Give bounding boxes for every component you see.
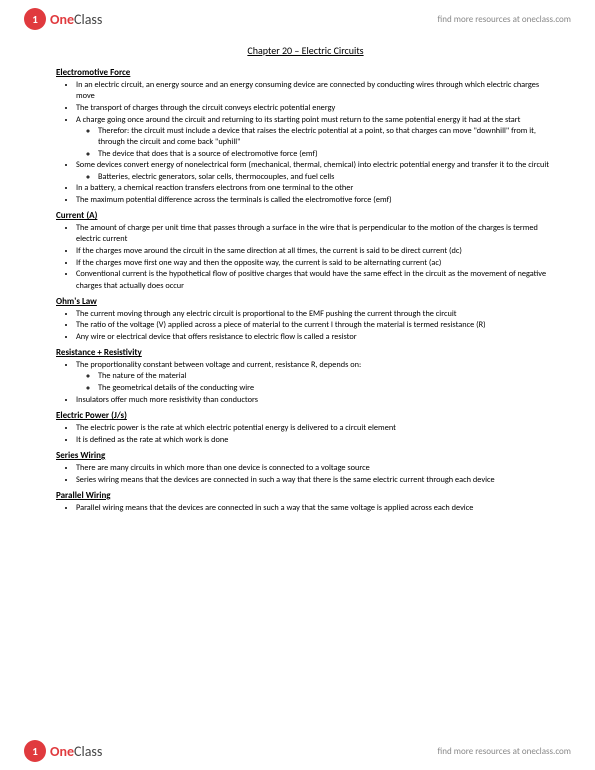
sub-list-item: The device that does that is a source of…: [98, 149, 555, 160]
bullet-list: The current moving through any electric …: [56, 309, 555, 344]
list-item: The proportionality constant between vol…: [76, 360, 555, 394]
list-item: In an electric circuit, an energy source…: [76, 80, 555, 102]
page-title: Chapter 20 – Electric Circuits: [56, 44, 555, 57]
list-item: The transport of charges through the cir…: [76, 103, 555, 114]
bullet-list: The electric power is the rate at which …: [56, 423, 555, 446]
footer-tagline: find more resources at oneclass.com: [438, 746, 571, 757]
list-item: The electric power is the rate at which …: [76, 423, 555, 434]
logo-icon: 1: [24, 740, 46, 762]
logo-class: Class: [74, 743, 102, 760]
section-heading: Current (A): [56, 210, 555, 221]
logo-one: One: [50, 743, 74, 760]
list-item: Any wire or electrical device that offer…: [76, 332, 555, 343]
header-tagline: find more resources at oneclass.com: [438, 14, 571, 25]
logo-icon: 1: [24, 8, 46, 30]
section-heading: Electromotive Force: [56, 67, 555, 78]
sub-list-item: Therefor: the circuit must include a dev…: [98, 126, 555, 148]
section-heading: Resistance + Resistivity: [56, 347, 555, 358]
logo-one: One: [50, 11, 74, 28]
bullet-list: The amount of charge per unit time that …: [56, 223, 555, 292]
list-item: The maximum potential difference across …: [76, 195, 555, 206]
sub-list: The nature of the materialThe geometrica…: [76, 371, 555, 394]
list-item: The amount of charge per unit time that …: [76, 223, 555, 245]
section-heading: Ohm's Law: [56, 296, 555, 307]
sub-list: Batteries, electric generators, solar ce…: [76, 172, 555, 183]
section-heading: Parallel Wiring: [56, 490, 555, 501]
list-item: A charge going once around the circuit a…: [76, 115, 555, 160]
list-item: Series wiring means that the devices are…: [76, 475, 555, 486]
sub-list-item: Batteries, electric generators, solar ce…: [98, 172, 555, 183]
list-item: Some devices convert energy of nonelectr…: [76, 160, 555, 182]
list-item: In a battery, a chemical reaction transf…: [76, 183, 555, 194]
sub-list-item: The nature of the material: [98, 371, 555, 382]
logo-text: OneClass: [50, 11, 102, 28]
list-item: Parallel wiring means that the devices a…: [76, 503, 555, 514]
list-item: The current moving through any electric …: [76, 309, 555, 320]
footer: 1 OneClass find more resources at onecla…: [0, 732, 595, 770]
logo-class: Class: [74, 11, 102, 28]
sub-list-item: The geometrical details of the conductin…: [98, 383, 555, 394]
bullet-list: Parallel wiring means that the devices a…: [56, 503, 555, 514]
list-item: There are many circuits in which more th…: [76, 463, 555, 474]
list-item: Insulators offer much more resistivity t…: [76, 395, 555, 406]
list-item: It is defined as the rate at which work …: [76, 435, 555, 446]
header: 1 OneClass find more resources at onecla…: [0, 0, 595, 38]
list-item: The ratio of the voltage (V) applied acr…: [76, 320, 555, 331]
bullet-list: In an electric circuit, an energy source…: [56, 80, 555, 206]
list-item: Conventional current is the hypothetical…: [76, 269, 555, 291]
logo-text: OneClass: [50, 743, 102, 760]
bullet-list: There are many circuits in which more th…: [56, 463, 555, 486]
bullet-list: The proportionality constant between vol…: [56, 360, 555, 406]
list-item: If the charges move around the circuit i…: [76, 246, 555, 257]
list-item: If the charges move first one way and th…: [76, 258, 555, 269]
footer-logo: 1 OneClass: [24, 740, 102, 762]
logo: 1 OneClass: [24, 8, 102, 30]
section-heading: Electric Power (J/s): [56, 410, 555, 421]
section-heading: Series Wiring: [56, 450, 555, 461]
document-content: Chapter 20 – Electric Circuits Electromo…: [56, 44, 555, 726]
sub-list: Therefor: the circuit must include a dev…: [76, 126, 555, 160]
